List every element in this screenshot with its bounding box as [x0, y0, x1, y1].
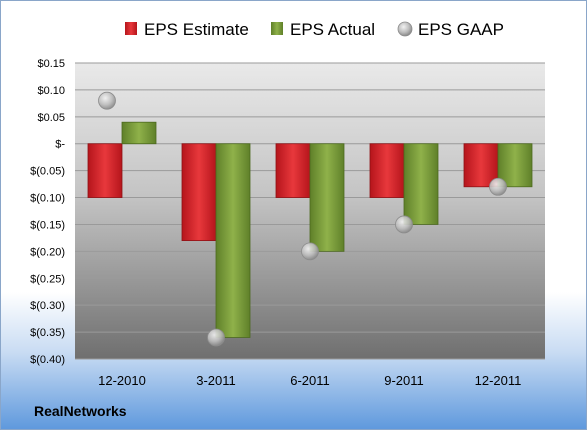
eps-gaap-marker [489, 177, 507, 196]
eps-actual-bar [121, 121, 157, 145]
company-name: RealNetworks [34, 403, 127, 419]
y-tick-label: $- [55, 139, 65, 151]
y-tick-label: $(0.30) [30, 300, 65, 312]
y-tick-label: $(0.20) [30, 246, 65, 258]
y-tick-label: $(0.05) [30, 166, 65, 178]
eps-gaap-marker [301, 242, 319, 261]
y-tick-label: $(0.10) [30, 193, 65, 205]
y-tick-label: $(0.40) [30, 354, 65, 366]
eps-estimate-bar [275, 143, 311, 198]
eps-actual-bar [215, 143, 251, 338]
eps-estimate-bar [87, 143, 123, 198]
eps-gaap-marker [98, 91, 116, 110]
y-tick-label: $(0.35) [30, 327, 65, 339]
x-tick-label: 9-2011 [384, 373, 424, 388]
eps-gaap-marker [395, 215, 413, 234]
y-tick-label: $0.05 [37, 112, 65, 124]
eps-actual-bar [403, 143, 439, 225]
eps-estimate-bar [369, 143, 405, 198]
eps-estimate-bar [181, 143, 217, 242]
legend-estimate-symbol [125, 22, 137, 35]
eps-actual-bar [497, 143, 533, 188]
legend-gaap-symbol [397, 21, 413, 37]
eps-actual-bar [309, 143, 345, 252]
gridlines [75, 62, 545, 360]
eps-estimate-bar [463, 143, 499, 188]
x-tick-label: 6-2011 [290, 373, 330, 388]
y-tick-label: $(0.15) [30, 219, 65, 231]
y-axis-tick-labels: $0.15 $0.10 $0.05 $- $(0.05) $(0.10) $(0.15) $(… [30, 58, 65, 366]
legend-label: EPS GAAP [418, 20, 504, 39]
y-tick-label: $0.15 [37, 58, 65, 70]
x-tick-label: 12-2010 [98, 373, 146, 388]
y-tick-label: $0.10 [37, 85, 65, 97]
gaap-markers [98, 91, 507, 347]
x-axis-tick-labels: 12-2010 3-2011 6-2011 9-2011 12-2011 [98, 373, 521, 388]
x-tick-label: 3-2011 [196, 373, 236, 388]
legend-label: EPS Actual [290, 20, 375, 39]
eps-gaap-marker [207, 328, 225, 347]
legend: EPS Estimate EPS Actual EPS GAAP [125, 20, 504, 39]
y-tick-label: $(0.25) [30, 273, 65, 285]
legend-label: EPS Estimate [144, 20, 249, 39]
bars [87, 121, 533, 338]
legend-actual-symbol [271, 22, 283, 35]
x-tick-label: 12-2011 [475, 373, 522, 388]
